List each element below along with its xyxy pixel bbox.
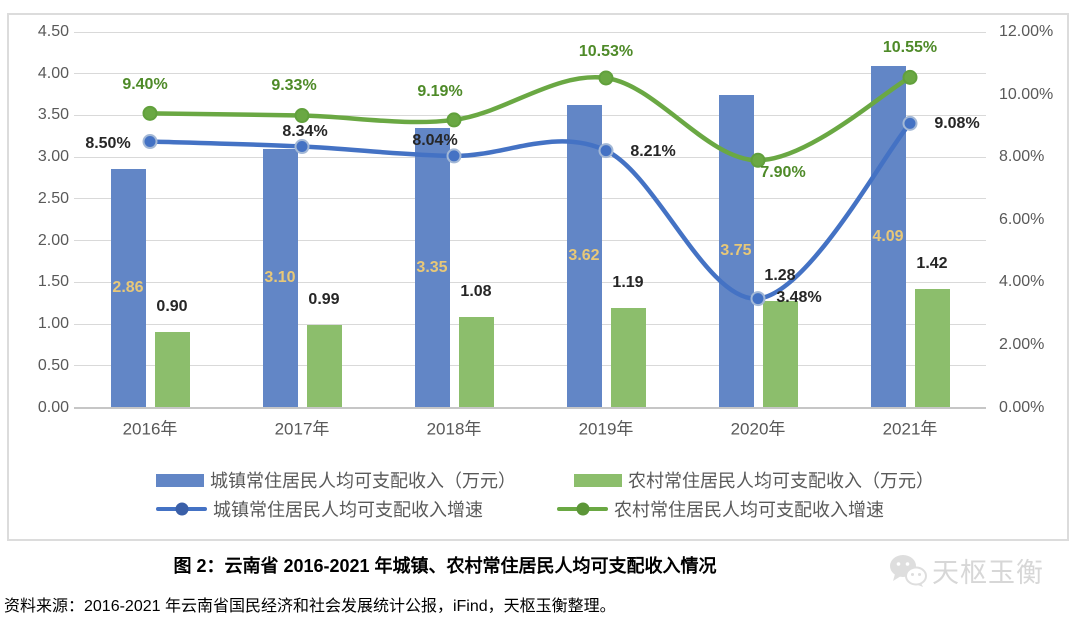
urban-growth-label: 8.21% xyxy=(630,142,676,160)
watermark: 天枢玉衡 xyxy=(888,551,1044,590)
rural-income-bar-label: 1.42 xyxy=(916,255,948,272)
urban-income-bar-label: 3.35 xyxy=(416,258,448,276)
legend-item-urban-income: 城镇常住居民人均可支配收入（万元） xyxy=(156,470,516,491)
urban-income-bar-swatch-icon xyxy=(156,473,204,487)
left-axis-tick: 1.50 xyxy=(37,273,69,291)
legend-label: 城镇常住居民人均可支配收入（万元） xyxy=(210,471,516,491)
urban-income-bar xyxy=(110,168,146,408)
legend-item-rural-income: 农村常住居民人均可支配收入（万元） xyxy=(574,470,934,491)
right-axis-tick: 10.00% xyxy=(999,85,1054,103)
rural-growth-label: 10.53% xyxy=(578,42,634,60)
right-axis-tick: 12.00% xyxy=(999,23,1054,40)
rural-income-bar xyxy=(458,317,494,408)
rural-income-bar-label: 1.28 xyxy=(764,266,796,284)
legend-item-urban-growth: 城镇常住居民人均可支配收入增速 xyxy=(156,499,483,520)
x-axis-label: 2019年 xyxy=(578,419,634,439)
urban-growth-label: 8.04% xyxy=(412,131,458,149)
left-axis-tick: 2.00 xyxy=(37,231,69,249)
urban-income-bar-label: 3.62 xyxy=(568,247,600,265)
rural-income-bar xyxy=(154,332,190,408)
rural-growth-label: 10.55% xyxy=(882,39,938,57)
gridline xyxy=(74,323,986,325)
urban-income-bar-label: 2.86 xyxy=(112,279,144,297)
gridline xyxy=(74,73,986,75)
rural-income-bar xyxy=(914,289,950,408)
x-axis-label: 2016年 xyxy=(122,419,178,439)
rural-income-bar-label: 1.19 xyxy=(612,274,644,292)
legend-label: 城镇常住居民人均可支配收入增速 xyxy=(213,500,483,520)
axis-labels-layer: 4.50 4.00 3.50 3.00 2.50 2.00 1.50 1.00 0.50 0.00… xyxy=(9,15,1067,539)
urban-growth-label: 3.48% xyxy=(776,288,822,306)
left-axis-tick: 1.00 xyxy=(37,315,69,333)
rural-growth-label: 9.19% xyxy=(417,82,463,100)
legend-label: 农村常住居民人均可支配收入（万元） xyxy=(628,471,934,491)
watermark-text: 天枢玉衡 xyxy=(932,558,1044,588)
rural-income-bar xyxy=(306,324,342,408)
source-note: 资料来源：2016-2021 年云南省国民经济和社会发展统计公报，iFind，天… xyxy=(4,598,616,615)
urban-growth-label: 9.08% xyxy=(934,115,980,133)
urban-income-bar-label: 3.75 xyxy=(720,242,752,260)
urban-growth-label: 8.50% xyxy=(85,134,131,152)
right-axis-tick: 4.00% xyxy=(999,273,1045,291)
right-axis-tick: 2.00% xyxy=(999,335,1045,353)
chart-title: 图 2：云南省 2016-2021 年城镇、农村常住居民人均可支配收入情况 xyxy=(173,556,717,576)
right-axis-tick: 8.00% xyxy=(999,148,1045,166)
left-axis-tick: 3.50 xyxy=(37,106,69,124)
rural-growth-label: 9.33% xyxy=(271,76,317,94)
urban-growth-line-swatch-icon xyxy=(156,502,207,516)
x-axis-label: 2017年 xyxy=(274,419,330,439)
left-axis-tick: 0.00 xyxy=(37,398,69,416)
x-axis-label: 2018年 xyxy=(426,419,482,439)
rural-growth-label: 9.40% xyxy=(122,76,168,94)
gridline xyxy=(74,31,986,33)
left-axis-tick: 3.00 xyxy=(37,148,69,166)
left-axis-tick: 4.50 xyxy=(37,23,69,40)
rural-income-bar-label: 1.08 xyxy=(460,283,492,301)
data-labels-layer: 2.86 3.10 3.35 3.62 3.75 4.09 0.90 0.99 1.08 1.19… xyxy=(9,15,1067,539)
legend-label: 农村常住居民人均可支配收入增速 xyxy=(614,500,884,520)
left-axis-tick: 0.50 xyxy=(37,356,69,374)
rural-growth-line-swatch-icon xyxy=(557,502,608,516)
rural-income-bar xyxy=(762,300,798,408)
chat-bubbles-icon xyxy=(890,554,927,587)
rural-growth-label: 7.90% xyxy=(760,164,806,182)
right-axis-tick: 6.00% xyxy=(999,210,1045,228)
urban-growth-label: 8.34% xyxy=(282,122,328,140)
right-axis-tick: 0.00% xyxy=(999,398,1045,416)
urban-income-bar-label: 4.09 xyxy=(872,227,904,245)
urban-income-bar-label: 3.10 xyxy=(264,269,296,287)
left-axis-tick: 4.00 xyxy=(37,64,69,82)
gridline xyxy=(74,365,986,367)
left-axis-tick: 2.50 xyxy=(37,189,69,207)
rural-income-bar-label: 0.90 xyxy=(156,298,188,316)
chart: 2.86 3.10 3.35 3.62 3.75 4.09 0.90 0.99 1.08 1.19… xyxy=(7,13,1069,541)
x-axis-label: 2020年 xyxy=(730,419,786,439)
legend-item-rural-growth: 农村常住居民人均可支配收入增速 xyxy=(557,499,884,520)
x-axis-line xyxy=(74,406,986,409)
rural-income-bar xyxy=(610,308,646,408)
rural-income-bar-swatch-icon xyxy=(574,473,622,487)
rural-income-bar-label: 0.99 xyxy=(308,290,340,308)
x-axis-label: 2021年 xyxy=(882,419,938,439)
